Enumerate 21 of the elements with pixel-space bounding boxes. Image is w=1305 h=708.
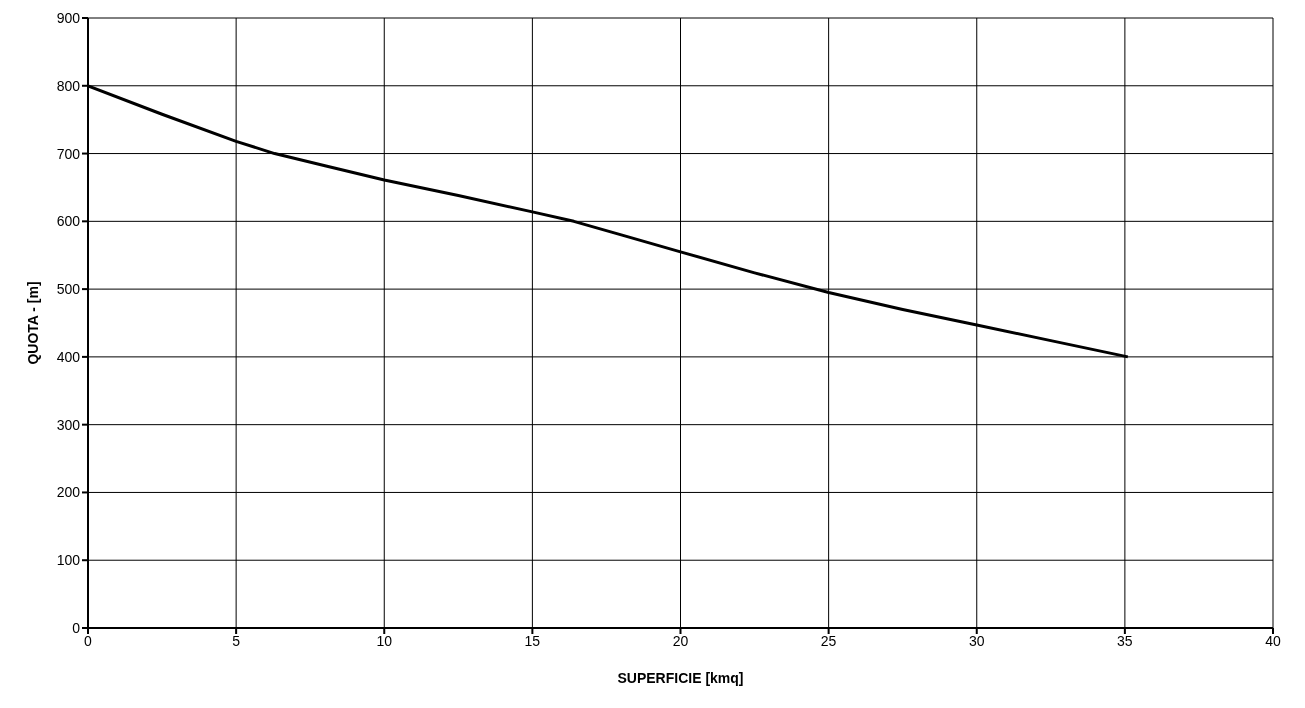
y-tick-label: 800 — [56, 77, 81, 94]
x-tick-label: 30 — [968, 632, 985, 649]
y-tick-label: 700 — [56, 145, 81, 162]
x-tick-label: 40 — [1265, 632, 1281, 649]
y-tick-label: 0 — [72, 619, 81, 636]
x-tick-label: 35 — [1117, 632, 1133, 649]
y-tick-label: 400 — [56, 348, 81, 365]
x-tick-label: 25 — [820, 632, 837, 649]
x-tick-label: 10 — [376, 632, 393, 649]
x-tick-label: 5 — [232, 632, 241, 649]
x-tick-label: 0 — [84, 632, 93, 649]
x-tick-label: 20 — [672, 632, 689, 649]
y-axis-title: QUOTA - [m] — [24, 281, 41, 365]
x-tick-label: 15 — [524, 632, 541, 649]
y-tick-label: 900 — [56, 9, 81, 26]
y-tick-label: 300 — [56, 416, 81, 433]
x-axis-title: SUPERFICIE [kmq] — [617, 670, 744, 686]
y-tick-label: 600 — [56, 213, 81, 230]
y-tick-label: 500 — [56, 281, 81, 298]
y-tick-label: 100 — [56, 552, 81, 569]
y-tick-label: 200 — [56, 484, 81, 501]
